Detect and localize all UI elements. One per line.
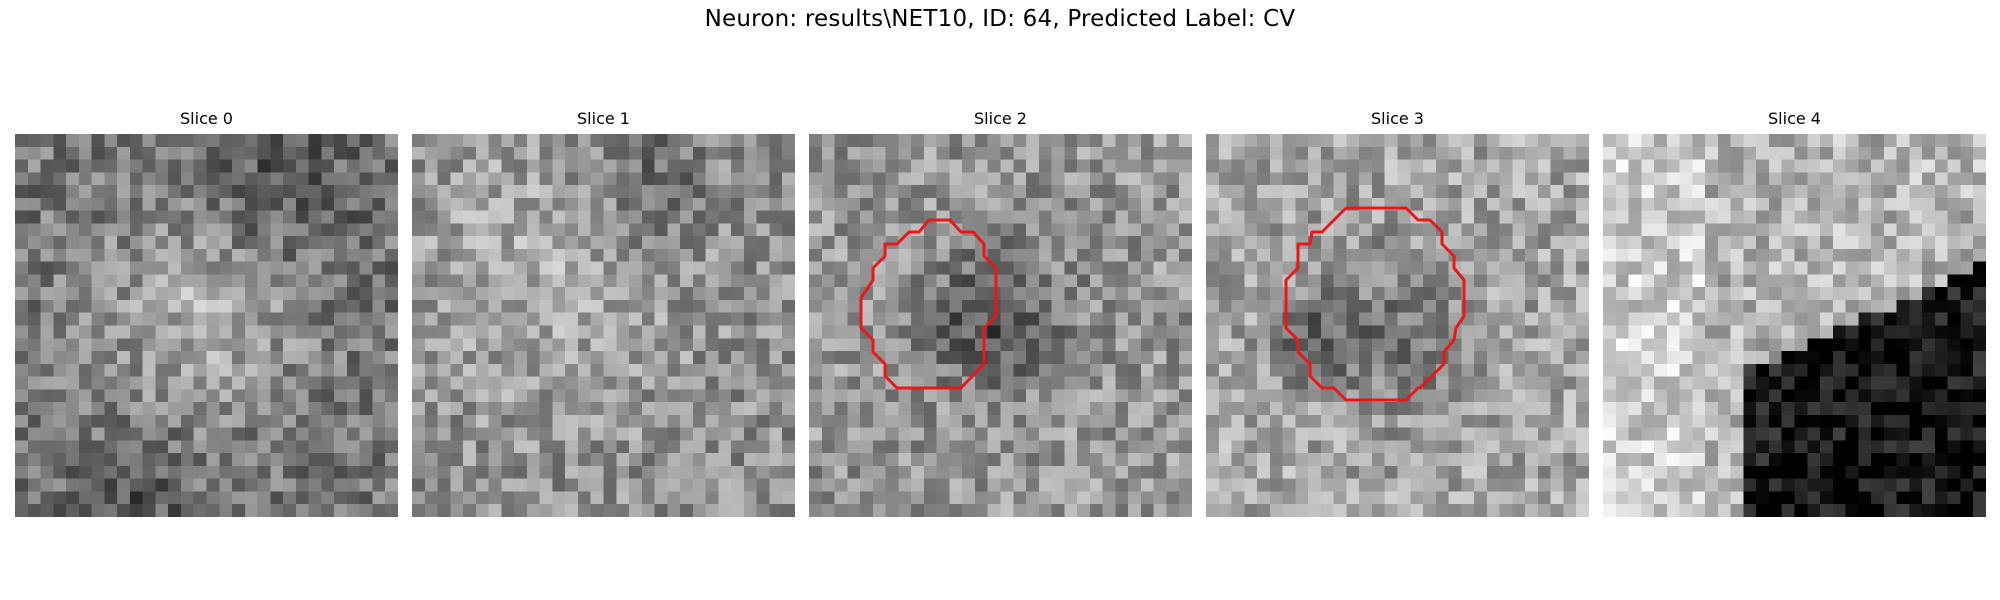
slice-title-0: Slice 0 [180, 109, 233, 128]
slice-image-4 [1603, 134, 1986, 517]
slice-image-0 [15, 134, 398, 517]
slice-panel-1: Slice 1 [412, 110, 795, 517]
slice-title-2: Slice 2 [974, 109, 1027, 128]
roi-contour-2 [859, 218, 998, 390]
roi-contour-3 [1284, 206, 1466, 402]
slice-image-1 [412, 134, 795, 517]
slice-panel-4: Slice 4 [1603, 110, 1986, 517]
slice-panel-3: Slice 3 [1206, 110, 1589, 517]
figure-title: Neuron: results\NET10, ID: 64, Predicted… [704, 6, 1296, 32]
slice-image-3 [1206, 134, 1589, 517]
slice-title-3: Slice 3 [1371, 109, 1424, 128]
slice-title-1: Slice 1 [577, 109, 630, 128]
slice-panel-0: Slice 0 [15, 110, 398, 517]
slice-title-4: Slice 4 [1768, 109, 1821, 128]
slice-image-2 [809, 134, 1192, 517]
slice-panel-2: Slice 2 [809, 110, 1192, 517]
